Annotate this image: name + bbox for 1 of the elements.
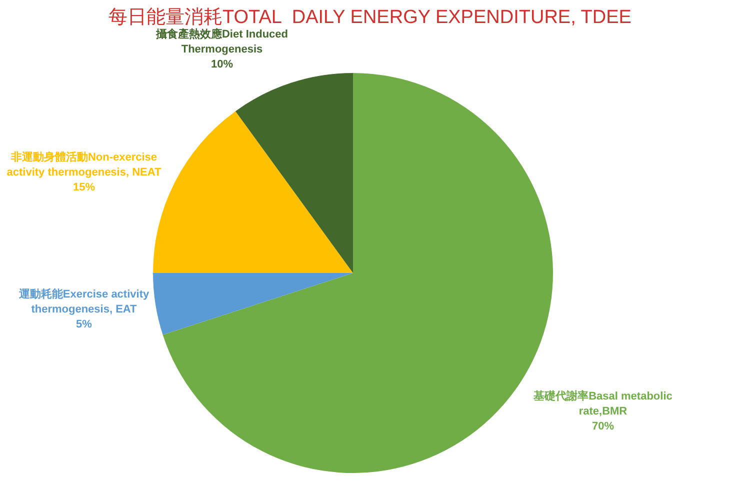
title: 每日能量消耗TOTAL DAILY ENERGY EXPENDITURE, TDEE	[108, 6, 632, 28]
